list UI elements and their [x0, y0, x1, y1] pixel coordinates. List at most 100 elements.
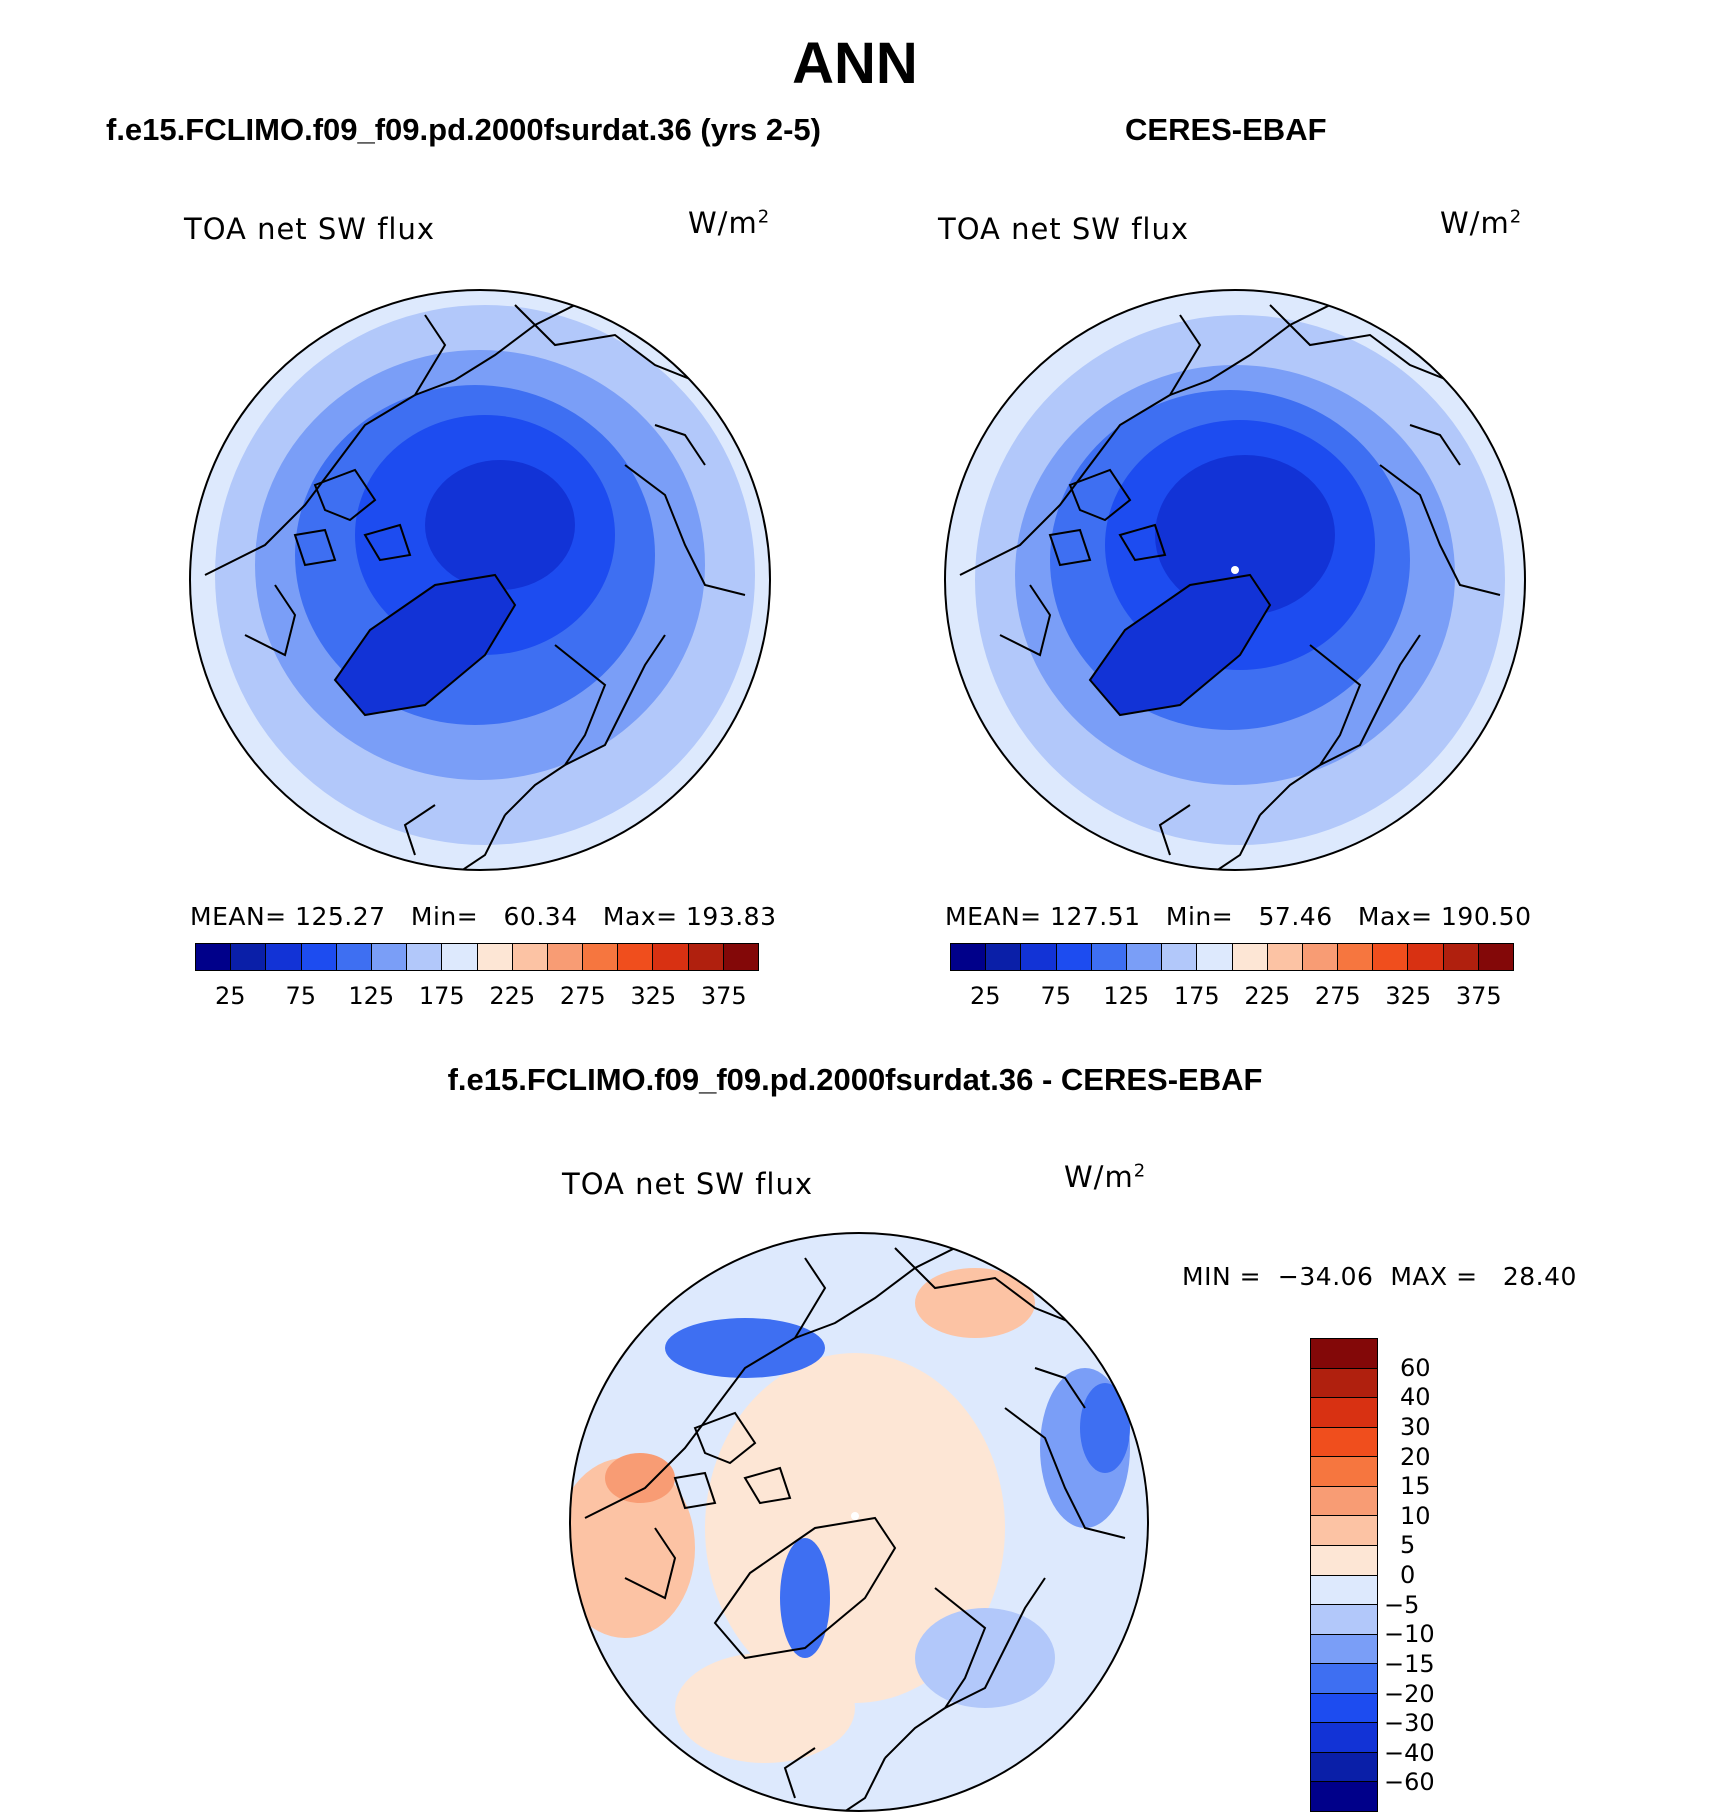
colorbar-tick-label: 275 [1314, 982, 1361, 1010]
colorbar-swatch [407, 944, 443, 970]
colorbar-tick-label: 75 [1040, 982, 1072, 1010]
colorbar-tick-label: 10 [1400, 1501, 1431, 1530]
colorbar-tick-label: 30 [1400, 1412, 1431, 1441]
colorbar-swatch [723, 944, 758, 970]
diff-positive-center [705, 1353, 1005, 1703]
colorbar-swatch [371, 944, 408, 970]
diff-positive-south [675, 1653, 855, 1763]
colorbar-tick-label: 175 [418, 982, 465, 1010]
diff-positive-canada-core [605, 1453, 675, 1503]
colorbar-swatch [1091, 944, 1127, 970]
obs-colorbar [950, 943, 1514, 971]
colorbar-swatch [301, 944, 337, 970]
colorbar-swatch [1478, 944, 1513, 970]
colorbar-swatch [1311, 1339, 1377, 1368]
colorbar-swatch [231, 944, 267, 970]
diff-negative-baffin [780, 1538, 830, 1658]
colorbar-swatch [618, 944, 654, 970]
colorbar-tick-label: −20 [1384, 1679, 1435, 1708]
diff-colorbar-ticks: 60 40 30 20 15 10 5 0 −5 −10 −15 −20 −30 −40 −60 [1384, 1338, 1480, 1812]
colorbar-swatch [1311, 1781, 1377, 1811]
model-stats: MEAN= 125.27 Min= 60.34 Max= 193.83 [190, 902, 777, 931]
colorbar-swatch [1056, 944, 1092, 970]
colorbar-tick-label: 175 [1173, 982, 1220, 1010]
colorbar-swatch [1311, 1751, 1377, 1782]
colorbar-swatch [1021, 944, 1057, 970]
coastline-scandinavia [884, 1577, 1046, 1759]
colorbar-swatch [1267, 944, 1303, 970]
obs-colorbar-ticks: 25 75 125 175 225 275 325 375 [950, 982, 1514, 1012]
colorbar-tick-label: −15 [1384, 1649, 1435, 1678]
coastline-archipelago [1048, 468, 1167, 567]
colorbar-swatch [1126, 944, 1163, 970]
coastline-east [1379, 424, 1501, 596]
colorbar-tick-label: 60 [1400, 1353, 1431, 1382]
colorbar-tick-label: 325 [630, 982, 677, 1010]
colorbar-swatch [1311, 1397, 1377, 1427]
coastline-archipelago [673, 1411, 792, 1510]
diff-variable-label: TOA net SW flux [562, 1167, 814, 1201]
colorbar-swatch [1311, 1692, 1377, 1723]
coastline-europe [783, 1747, 886, 1811]
obs-stats: MEAN= 127.51 Min= 57.46 Max= 190.50 [945, 902, 1532, 931]
colorbar-tick-label: 375 [700, 982, 747, 1010]
colorbar-tick-label: 375 [1455, 982, 1502, 1010]
diff-negative-southeast [915, 1608, 1055, 1708]
greenland-ice [335, 575, 515, 715]
colorbar-swatch [1311, 1604, 1377, 1634]
model-polar-map [189, 289, 771, 871]
colorbar-tick-label: 0 [1400, 1561, 1416, 1589]
diff-colorbar [1310, 1338, 1378, 1812]
coastline-greenland [333, 573, 517, 717]
colorbar-swatch [1311, 1367, 1377, 1398]
colorbar-tick-label: 5 [1400, 1531, 1416, 1560]
model-units-label: W/m2 [688, 206, 771, 240]
colorbar-tick-label: 75 [285, 982, 317, 1010]
colorbar-swatch [1311, 1456, 1377, 1486]
colorbar-swatch [1311, 1663, 1377, 1693]
pole-missing-value [1231, 566, 1239, 574]
colorbar-swatch [512, 944, 548, 970]
colorbar-tick-label: 20 [1400, 1442, 1431, 1471]
colorbar-swatch [583, 944, 619, 970]
colorbar-tick-label: 15 [1400, 1472, 1431, 1501]
colorbar-tick-label: −60 [1384, 1768, 1435, 1797]
obs-units-label: W/m2 [1440, 206, 1523, 240]
colorbar-swatch [477, 944, 513, 970]
colorbar-swatch [1311, 1426, 1377, 1457]
colorbar-swatch [951, 944, 987, 970]
colorbar-swatch [1311, 1722, 1377, 1752]
colorbar-swatch [1197, 944, 1233, 970]
diff-negative-east-core [1080, 1383, 1130, 1473]
colorbar-swatch [196, 944, 232, 970]
colorbar-tick-label: −40 [1384, 1738, 1435, 1767]
diff-negative-north [665, 1318, 825, 1378]
colorbar-swatch [1373, 944, 1409, 970]
coastline-east [1004, 1367, 1126, 1539]
colorbar-swatch [1311, 1515, 1377, 1545]
model-case-title: f.e15.FCLIMO.f09_f09.pd.2000fsurdat.36 (… [106, 112, 821, 147]
colorbar-tick-label: 125 [348, 982, 395, 1010]
colorbar-swatch [1443, 944, 1479, 970]
colorbar-tick-label: −30 [1384, 1709, 1435, 1738]
colorbar-swatch [442, 944, 478, 970]
diff-case-title: f.e15.FCLIMO.f09_f09.pd.2000fsurdat.36 -… [447, 1062, 1263, 1097]
diff-positive-canada [570, 1458, 695, 1638]
diff-polar-map [569, 1232, 1149, 1812]
coastline-greenland [713, 1516, 897, 1660]
colorbar-swatch [688, 944, 724, 970]
colorbar-swatch [1311, 1574, 1377, 1605]
colorbar-tick-label: 325 [1385, 982, 1432, 1010]
colorbar-swatch [1302, 944, 1339, 970]
coastline-greenland [1088, 573, 1272, 717]
colorbar-tick-label: 125 [1103, 982, 1150, 1010]
colorbar-tick-label: 225 [1244, 982, 1291, 1010]
colorbar-swatch [266, 944, 302, 970]
colorbar-tick-label: 225 [489, 982, 536, 1010]
coastline-europe [1158, 804, 1261, 870]
colorbar-swatch [1408, 944, 1444, 970]
diff-positive-siberia [915, 1268, 1035, 1338]
greenland-ice [1090, 575, 1270, 715]
colorbar-tick-label: −5 [1384, 1590, 1420, 1619]
colorbar-swatch [1311, 1544, 1377, 1575]
